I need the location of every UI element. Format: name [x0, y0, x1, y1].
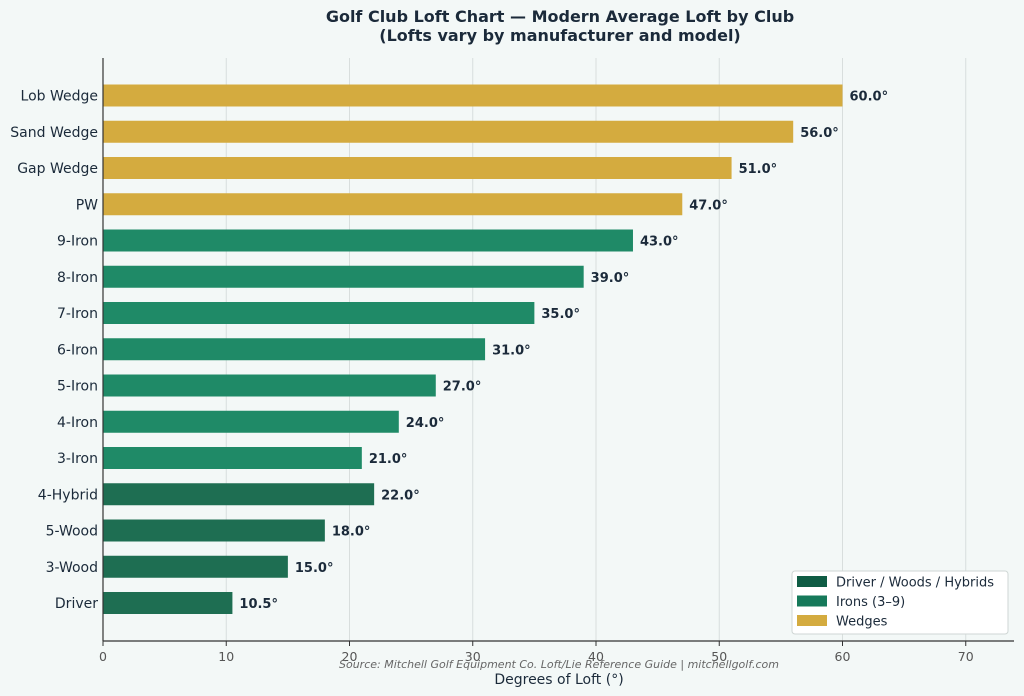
- category-label: 8-Iron: [57, 270, 98, 286]
- category-label: 7-Iron: [57, 306, 98, 322]
- category-label: 5-Iron: [57, 379, 98, 395]
- bar: [103, 483, 375, 506]
- legend-box: [791, 570, 1009, 635]
- bar: [103, 302, 535, 324]
- category-label: Gap Wedge: [17, 161, 98, 177]
- chart-subtitle: (Lofts vary by manufacturer and model): [379, 26, 740, 45]
- legend: Driver / Woods / Hybrids Irons (3–9) Wedge…: [791, 570, 1009, 635]
- value-label: 39.0°: [591, 271, 630, 286]
- legend-swatch: [797, 595, 827, 607]
- bar: [103, 120, 794, 143]
- value-label: 43.0°: [640, 235, 679, 250]
- bar: [103, 338, 486, 361]
- bar: [103, 84, 843, 107]
- category-label: 6-Iron: [57, 342, 98, 358]
- bar: [103, 193, 683, 216]
- bar: [103, 410, 399, 433]
- axes: 0 10 20 30 40 50 60 70 Lob Wedge Sand Wedge Gap We…: [10, 58, 1014, 664]
- bar: [103, 229, 633, 252]
- value-label: 21.0°: [369, 452, 408, 467]
- category-label: 9-Iron: [57, 234, 98, 250]
- legend-swatch: [797, 615, 827, 626]
- value-label: 47.0°: [689, 198, 728, 213]
- value-label: 35.0°: [541, 307, 580, 322]
- category-label: 4-Hybrid: [38, 487, 98, 503]
- x-tick-label: 40: [588, 649, 604, 664]
- x-tick-label: 60: [835, 649, 851, 664]
- bar: [103, 592, 233, 614]
- value-label: 10.5°: [239, 597, 278, 612]
- bars: 60.0° 56.0° 51.0° 47.0° 43.0° 39.0° 35.0° 31.0°…: [103, 84, 889, 614]
- legend-label: Irons (3–9): [836, 595, 905, 610]
- value-label: 31.0°: [492, 343, 531, 358]
- value-label: 56.0°: [800, 126, 839, 141]
- legend-swatch: [797, 576, 827, 587]
- x-tick-label: 10: [218, 649, 234, 664]
- bar: [103, 519, 325, 542]
- category-label: 5-Wood: [46, 524, 98, 540]
- category-label: Driver: [55, 596, 98, 612]
- category-label: 3-Iron: [57, 451, 98, 467]
- value-label: 15.0°: [295, 561, 334, 576]
- bar: [103, 374, 436, 397]
- legend-label: Wedges: [836, 615, 888, 630]
- x-tick-label: 0: [99, 649, 107, 664]
- legend-label: Driver / Woods / Hybrids: [836, 576, 994, 591]
- x-tick-label: 50: [711, 649, 727, 664]
- bar: [103, 157, 732, 179]
- x-tick-label: 70: [958, 649, 974, 664]
- source-note: Source: Mitchell Golf Equipment Co. Loft…: [339, 658, 779, 671]
- category-label: PW: [76, 197, 98, 213]
- bar: [103, 265, 584, 288]
- chart-title: Golf Club Loft Chart — Modern Average Lo…: [326, 7, 794, 26]
- x-axis-label: Degrees of Loft (°): [494, 672, 623, 688]
- category-label: 3-Wood: [46, 560, 98, 576]
- value-label: 60.0°: [850, 90, 889, 105]
- category-label: Lob Wedge: [21, 89, 98, 105]
- value-label: 22.0°: [381, 488, 420, 503]
- value-label: 51.0°: [739, 162, 778, 177]
- category-label: Sand Wedge: [10, 125, 98, 141]
- value-label: 18.0°: [332, 525, 371, 540]
- value-label: 27.0°: [443, 380, 482, 395]
- x-tick-label: 30: [465, 649, 481, 664]
- bar: [103, 447, 362, 469]
- category-label: 4-Iron: [57, 415, 98, 431]
- bar: [103, 555, 288, 578]
- value-label: 24.0°: [406, 416, 445, 431]
- x-tick-label: 20: [342, 649, 358, 664]
